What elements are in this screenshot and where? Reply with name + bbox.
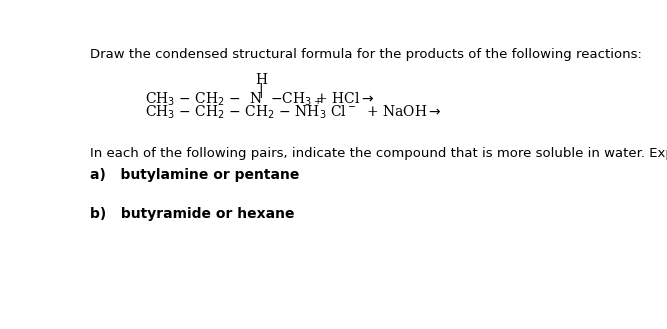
Text: CH$_3$ $-$ CH$_2$ $-$ CH$_2$ $-$ NH$_3$ Cl$^-$  + NaOH$\rightarrow$: CH$_3$ $-$ CH$_2$ $-$ CH$_2$ $-$ NH$_3$ … bbox=[145, 103, 442, 121]
Text: +: + bbox=[314, 97, 323, 106]
Text: b)   butyramide or hexane: b) butyramide or hexane bbox=[89, 207, 294, 220]
Text: CH$_3$ $-$ CH$_2$ $-$  N  $-$CH$_3$ + HCl$\rightarrow$: CH$_3$ $-$ CH$_2$ $-$ N $-$CH$_3$ + HCl$… bbox=[145, 90, 375, 108]
Text: Draw the condensed structural formula for the products of the following reaction: Draw the condensed structural formula fo… bbox=[89, 48, 642, 61]
Text: H: H bbox=[255, 73, 267, 88]
Text: a)   butylamine or pentane: a) butylamine or pentane bbox=[89, 168, 299, 182]
Text: In each of the following pairs, indicate the compound that is more soluble in wa: In each of the following pairs, indicate… bbox=[89, 146, 667, 160]
Text: |: | bbox=[259, 83, 263, 98]
